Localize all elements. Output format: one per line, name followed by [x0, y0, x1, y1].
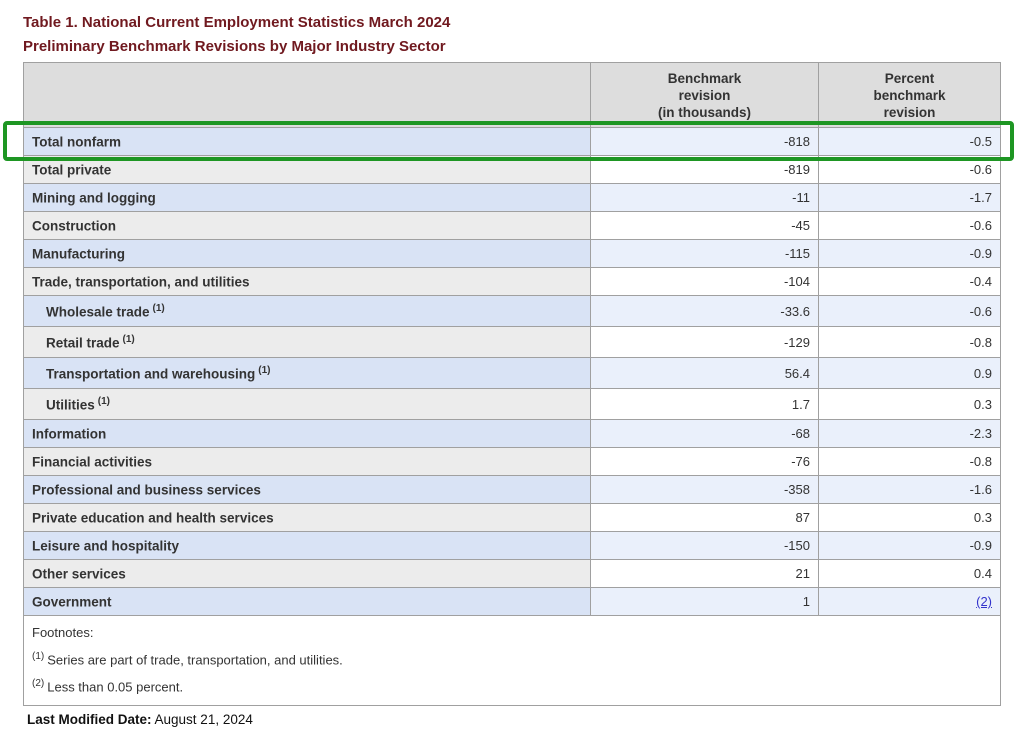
table-row-other-services: Other services 21 0.4: [23, 559, 1001, 588]
benchmark-value-cell: -33.6: [590, 295, 819, 327]
table-header: Benchmark revision (in thousands) Percen…: [23, 62, 1001, 128]
percent-value-cell: -0.6: [818, 155, 1001, 184]
row-label: Retail trade (1): [23, 326, 591, 358]
footnote-marker: (1): [97, 395, 110, 407]
percent-value-cell: 0.4: [818, 559, 1001, 588]
percent-value-cell: -1.6: [818, 475, 1001, 504]
table-row-private-education-and-health-services: Private education and health services 87…: [23, 503, 1001, 532]
table-row-transportation-and-warehousing: Transportation and warehousing (1) 56.4 0…: [23, 357, 1001, 389]
row-label: Mining and logging: [23, 183, 591, 212]
footnote-marker: (1): [122, 333, 135, 345]
benchmark-value-cell: 87: [590, 503, 819, 532]
table-row-leisure-and-hospitality: Leisure and hospitality -150 -0.9: [23, 531, 1001, 560]
last-modified: Last Modified Date: August 21, 2024: [27, 712, 253, 727]
footnote-1: (1) Series are part of trade, transportat…: [32, 645, 992, 672]
row-label: Private education and health services: [23, 503, 591, 532]
benchmark-revisions-table: Benchmark revision (in thousands) Percen…: [23, 62, 1001, 706]
table-row-mining-and-logging: Mining and logging -11 -1.7: [23, 183, 1001, 212]
benchmark-value-cell: 21: [590, 559, 819, 588]
footnotes-heading: Footnotes:: [32, 625, 94, 640]
row-label: Other services: [23, 559, 591, 588]
row-label: Leisure and hospitality: [23, 531, 591, 560]
benchmark-value-cell: 1: [590, 587, 819, 616]
footnote-2-text: Less than 0.05 percent.: [47, 679, 184, 695]
table-row-retail-trade: Retail trade (1) -129 -0.8: [23, 326, 1001, 358]
row-label: Government: [23, 587, 591, 616]
benchmark-value-cell: -76: [590, 447, 819, 476]
benchmark-value-cell: -11: [590, 183, 819, 212]
benchmark-value-cell: -818: [590, 127, 819, 156]
percent-value-cell: 0.3: [818, 388, 1001, 420]
benchmark-value-cell: -129: [590, 326, 819, 358]
column-header-benchmark-revision: Benchmark revision (in thousands): [590, 62, 819, 128]
row-label: Total private: [23, 155, 591, 184]
table-row-wholesale-trade: Wholesale trade (1) -33.6 -0.6: [23, 295, 1001, 327]
row-label: Wholesale trade (1): [23, 295, 591, 327]
table-row-government: Government 1 (2): [23, 587, 1001, 616]
table-row-construction: Construction -45 -0.6: [23, 211, 1001, 240]
table-row-trade-transportation-utilities: Trade, transportation, and utilities -10…: [23, 267, 1001, 296]
benchmark-value-cell: 56.4: [590, 357, 819, 389]
percent-value-cell: -0.8: [818, 326, 1001, 358]
column-header-industry: [23, 62, 591, 128]
percent-value-cell: -0.6: [818, 295, 1001, 327]
percent-value-cell: -0.8: [818, 447, 1001, 476]
percent-value-cell: (2): [818, 587, 1001, 616]
footnote-2-marker: (2): [32, 678, 45, 690]
table-row-information: Information -68 -2.3: [23, 419, 1001, 448]
table-row-professional-and-business-services: Professional and business services -358 …: [23, 475, 1001, 504]
benchmark-value-cell: -104: [590, 267, 819, 296]
footnotes-cell: Footnotes: (1) Series are part of trade, …: [23, 615, 1001, 706]
percent-value-cell: -1.7: [818, 183, 1001, 212]
column-header-percent-benchmark-revision: Percent benchmark revision: [818, 62, 1001, 128]
percent-value-cell: -0.5: [818, 127, 1001, 156]
percent-value-cell: -0.4: [818, 267, 1001, 296]
row-label: Construction: [23, 211, 591, 240]
benchmark-value-cell: -819: [590, 155, 819, 184]
footnote-2-link[interactable]: (2): [976, 594, 992, 609]
row-label: Financial activities: [23, 447, 591, 476]
row-label: Transportation and warehousing (1): [23, 357, 591, 389]
footnote-marker: (1): [152, 302, 165, 314]
footnote-1-marker: (1): [32, 651, 45, 662]
benchmark-value-cell: -358: [590, 475, 819, 504]
benchmark-value-cell: -115: [590, 239, 819, 268]
row-label: Total nonfarm: [23, 127, 591, 156]
last-modified-label: Last Modified Date:: [27, 712, 152, 727]
header-row: Benchmark revision (in thousands) Percen…: [23, 62, 1001, 128]
percent-value-cell: -0.6: [818, 211, 1001, 240]
table-row-total-nonfarm: Total nonfarm -818 -0.5: [23, 127, 1001, 156]
benchmark-value-cell: -45: [590, 211, 819, 240]
row-label: Trade, transportation, and utilities: [23, 267, 591, 296]
percent-value-cell: -2.3: [818, 419, 1001, 448]
row-label: Professional and business services: [23, 475, 591, 504]
row-label: Manufacturing: [23, 239, 591, 268]
percent-value-cell: -0.9: [818, 239, 1001, 268]
table-row-utilities: Utilities (1) 1.7 0.3: [23, 388, 1001, 420]
page-title-line-2: Preliminary Benchmark Revisions by Major…: [23, 38, 446, 55]
footnotes-row: Footnotes: (1) Series are part of trade, …: [23, 615, 1001, 706]
row-label: Information: [23, 419, 591, 448]
table-row-manufacturing: Manufacturing -115 -0.9: [23, 239, 1001, 268]
row-label: Utilities (1): [23, 388, 591, 420]
table-row-financial-activities: Financial activities -76 -0.8: [23, 447, 1001, 476]
percent-value-cell: 0.3: [818, 503, 1001, 532]
percent-value-cell: -0.9: [818, 531, 1001, 560]
table-row-total-private: Total private -819 -0.6: [23, 155, 1001, 184]
benchmark-value-cell: -150: [590, 531, 819, 560]
footnote-marker: (1): [258, 364, 271, 376]
page-title-line-1: Table 1. National Current Employment Sta…: [23, 14, 451, 31]
footnote-1-text: Series are part of trade, transportation…: [47, 652, 343, 668]
benchmark-value-cell: 1.7: [590, 388, 819, 420]
page-title: Table 1. National Current Employment Sta…: [23, 11, 450, 59]
footnote-2: (2) Less than 0.05 percent.: [32, 672, 992, 699]
last-modified-value: August 21, 2024: [154, 712, 253, 727]
benchmark-value-cell: -68: [590, 419, 819, 448]
percent-value-cell: 0.9: [818, 357, 1001, 389]
